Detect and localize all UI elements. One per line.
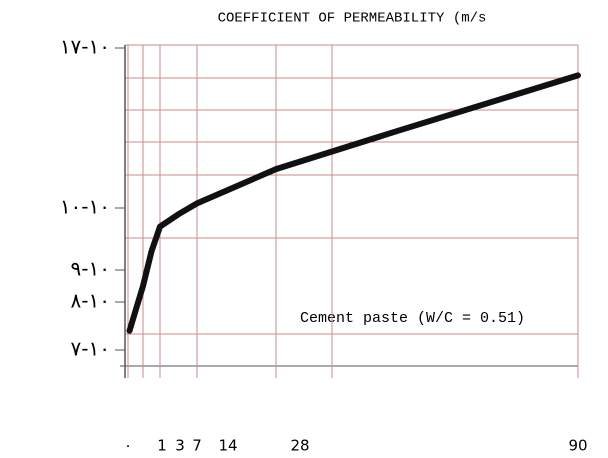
x-tick-label: 28: [290, 437, 309, 455]
rules: [125, 44, 578, 335]
x-tick-label: 3: [175, 437, 185, 455]
chart-title: COEFFICIENT OF PERMEABILITY (m/s: [218, 11, 487, 27]
y-tick-label: ١٠-٨: [71, 289, 110, 313]
y-tick-label: ١٠-٩: [71, 257, 110, 281]
y-tick-label: ١٠-٧: [71, 337, 110, 361]
x-tick-label: 90: [568, 437, 587, 455]
x-tick-label: 14: [218, 437, 237, 455]
x-tick-label: 1: [157, 437, 167, 455]
data-line: [126, 72, 581, 334]
y-tick-label: ١٠-١٠: [60, 195, 110, 219]
x-tick-label: ٠: [124, 437, 132, 455]
annotation: Cement paste (W/C = 0.51): [300, 310, 525, 327]
y-tick-label: ١٠-١٧: [60, 35, 110, 59]
x-tick-label: 7: [192, 437, 202, 455]
